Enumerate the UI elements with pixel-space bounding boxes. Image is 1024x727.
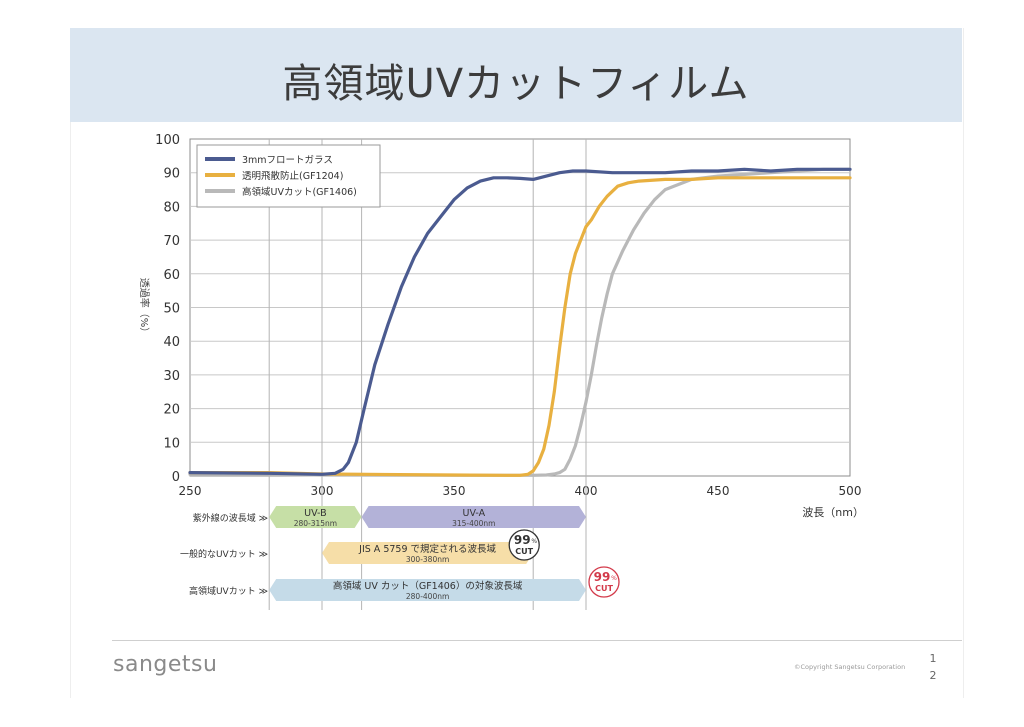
x-axis-title: 波長（nm） xyxy=(802,506,864,519)
band-arrow xyxy=(269,579,586,601)
y-tick-label: 50 xyxy=(163,302,180,317)
y-tick-label: 40 xyxy=(163,335,180,350)
series-line xyxy=(188,176,852,477)
band-row-label: 一般的なUVカット ≫ xyxy=(180,548,268,560)
legend-label: 高領域UVカット(GF1406) xyxy=(242,186,357,198)
y-axis-title: 透過率（%） xyxy=(138,278,151,338)
sangetsu-logo: sangetsu xyxy=(113,652,218,677)
page-number: 1 2 xyxy=(928,650,938,684)
y-tick-label: 70 xyxy=(163,234,180,249)
band-title: 高領域 UV カット（GF1406）の対象波長域 xyxy=(333,580,523,592)
cut-badge-unit: % xyxy=(531,538,537,545)
x-tick-label: 350 xyxy=(443,484,466,498)
cut-badge-circle xyxy=(508,529,540,561)
legend-label: 透明飛散防止(GF1204) xyxy=(242,170,343,182)
cut-badge-circle xyxy=(588,566,620,598)
title-band xyxy=(70,28,962,122)
cut-badge-label: CUT xyxy=(515,547,533,556)
band-title: UV-A xyxy=(462,508,485,519)
legend-label: 3mmフロートガラス xyxy=(242,155,333,166)
band-subtitle: 300-380nm xyxy=(406,555,449,564)
band-subtitle: 280-400nm xyxy=(406,592,449,601)
band-row-label: 紫外線の波長域 ≫ xyxy=(193,512,268,524)
y-tick-label: 90 xyxy=(163,167,180,182)
band-arrow xyxy=(269,506,362,528)
series-line xyxy=(188,167,852,476)
y-tick-label: 100 xyxy=(155,133,180,148)
x-tick-label: 500 xyxy=(839,484,862,498)
y-tick-label: 10 xyxy=(163,436,180,451)
band-arrow xyxy=(322,542,534,564)
footer-divider xyxy=(112,640,962,641)
series-line xyxy=(188,167,852,477)
cut-badge-unit: % xyxy=(611,575,617,582)
band-subtitle: 315-400nm xyxy=(452,519,495,528)
y-tick-label: 60 xyxy=(163,268,180,283)
y-tick-label: 0 xyxy=(172,470,180,485)
page-number-line2: 2 xyxy=(929,669,937,682)
cut-badge-value: 99 xyxy=(594,570,611,584)
y-tick-label: 20 xyxy=(163,403,180,418)
cut-badge-label: CUT xyxy=(595,584,613,593)
x-tick-label: 250 xyxy=(179,484,202,498)
cut-badge-value: 99 xyxy=(514,533,531,547)
y-tick-label: 30 xyxy=(163,369,180,384)
band-arrow xyxy=(361,506,586,528)
y-tick-label: 80 xyxy=(163,200,180,215)
band-subtitle: 280-315nm xyxy=(294,519,337,528)
band-title: JIS A 5759 で規定される波長域 xyxy=(358,543,496,555)
band-row-label: 高領域UVカット ≫ xyxy=(189,585,268,597)
x-tick-label: 450 xyxy=(707,484,730,498)
page-number-line1: 1 xyxy=(929,652,937,665)
slide-title: 高領域UVカットフィルム xyxy=(282,61,750,107)
band-title: UV-B xyxy=(304,508,327,519)
copyright-text: ©Copyright Sangetsu Corporation xyxy=(794,663,906,671)
